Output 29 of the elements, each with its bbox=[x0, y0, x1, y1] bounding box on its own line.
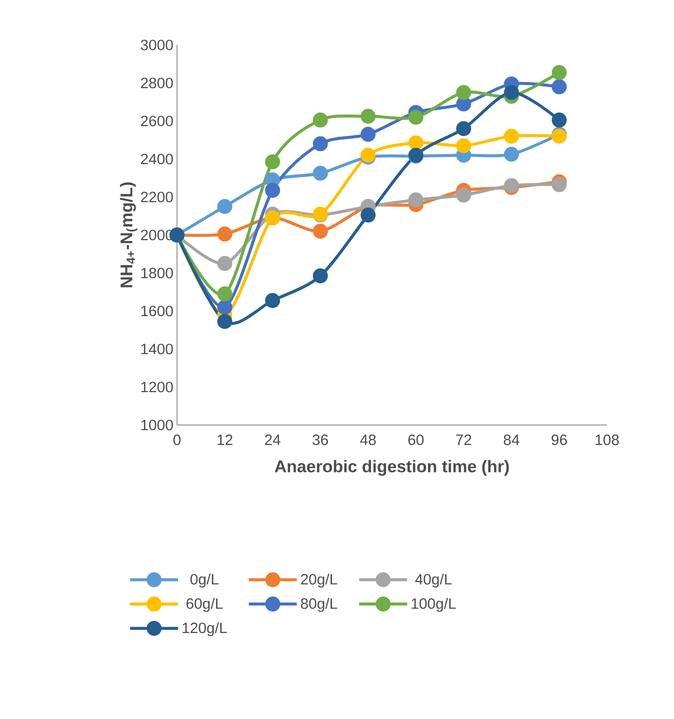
y-tick-label: 2400 bbox=[140, 154, 173, 164]
legend-label: 0g/L bbox=[190, 574, 218, 588]
y-tick-label: 1800 bbox=[141, 268, 173, 278]
legend-label: 100g/L bbox=[412, 598, 456, 612]
x-axis-title: Anaerobic digestion time (hr) bbox=[274, 460, 509, 476]
y-tick-label: 3000 bbox=[140, 40, 173, 50]
legend-label: 20g/L bbox=[301, 574, 338, 588]
x-tick-label: 72 bbox=[456, 434, 472, 445]
x-tick-label: 24 bbox=[264, 434, 280, 445]
y-axis-title: NH$_{4+}$-N$_{(}$mg/L) bbox=[120, 182, 138, 288]
x-tick-label: 96 bbox=[552, 434, 567, 446]
legend-label: 80g/L bbox=[300, 598, 338, 612]
x-tick-label: 0 bbox=[173, 434, 181, 446]
x-tick-label: 48 bbox=[360, 434, 376, 446]
legend-label: 60g/L bbox=[186, 598, 223, 612]
x-tick-label: 12 bbox=[218, 434, 232, 445]
legend-label: 40g/L bbox=[415, 574, 452, 588]
x-tick-label: 36 bbox=[312, 434, 328, 446]
x-tick-label: 108 bbox=[596, 434, 619, 446]
y-tick-label: 1000 bbox=[141, 420, 173, 430]
legend-label: 120g/L bbox=[182, 622, 227, 636]
y-tick-label: 1200 bbox=[141, 382, 173, 392]
y-tick-label: 2200 bbox=[140, 192, 173, 202]
y-tick-label: 1600 bbox=[141, 306, 173, 316]
x-tick-label: 84 bbox=[504, 434, 520, 446]
y-tick-label: 2600 bbox=[140, 116, 173, 126]
x-tick-label: 60 bbox=[408, 434, 424, 446]
y-tick-label: 1400 bbox=[141, 344, 173, 354]
y-tick-label: 2800 bbox=[140, 78, 173, 88]
